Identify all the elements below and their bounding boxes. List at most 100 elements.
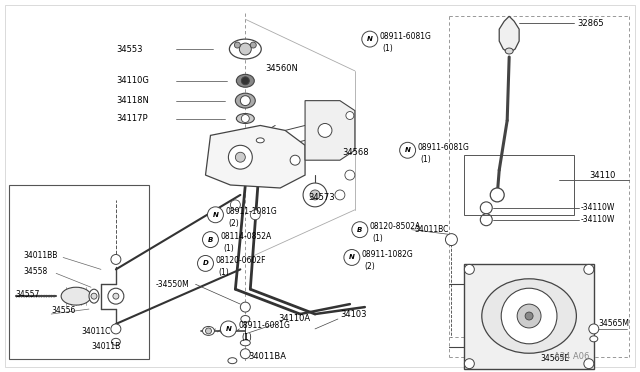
Circle shape xyxy=(113,293,119,299)
Text: A34 A06: A34 A06 xyxy=(554,352,589,361)
Circle shape xyxy=(465,264,474,274)
Text: 08911-1082G: 08911-1082G xyxy=(362,250,413,259)
Text: 34011BB: 34011BB xyxy=(23,251,58,260)
Circle shape xyxy=(517,304,541,328)
Text: (1): (1) xyxy=(223,244,234,253)
Circle shape xyxy=(480,214,492,226)
Text: (1): (1) xyxy=(372,234,383,243)
Text: 34553: 34553 xyxy=(116,45,142,54)
Text: 08911-6081G: 08911-6081G xyxy=(417,143,470,152)
Circle shape xyxy=(91,293,97,299)
Circle shape xyxy=(310,190,320,200)
Circle shape xyxy=(525,312,533,320)
Text: 34560N: 34560N xyxy=(265,64,298,73)
Circle shape xyxy=(362,31,378,47)
Text: 34565M: 34565M xyxy=(599,320,630,328)
Polygon shape xyxy=(305,101,355,160)
Circle shape xyxy=(480,202,492,214)
Text: 34118N: 34118N xyxy=(116,96,148,105)
Polygon shape xyxy=(205,125,305,188)
Text: 34011C: 34011C xyxy=(81,327,111,336)
Circle shape xyxy=(241,96,250,106)
Ellipse shape xyxy=(61,287,91,305)
Circle shape xyxy=(205,328,211,334)
Text: N: N xyxy=(404,147,410,153)
Text: (1): (1) xyxy=(218,268,229,277)
Text: 08911-6081G: 08911-6081G xyxy=(238,321,290,330)
Circle shape xyxy=(589,324,599,334)
Text: -34110W: -34110W xyxy=(581,203,615,212)
Circle shape xyxy=(399,142,415,158)
Text: N: N xyxy=(212,212,218,218)
Circle shape xyxy=(290,155,300,165)
Text: 34556: 34556 xyxy=(51,305,76,315)
Circle shape xyxy=(198,256,214,271)
Ellipse shape xyxy=(482,279,577,353)
Text: 08911-6081G: 08911-6081G xyxy=(380,32,431,41)
Text: 34568: 34568 xyxy=(342,148,369,157)
Circle shape xyxy=(318,124,332,137)
Circle shape xyxy=(250,42,256,48)
Circle shape xyxy=(220,321,236,337)
Circle shape xyxy=(345,170,355,180)
Text: (1): (1) xyxy=(383,44,394,52)
Polygon shape xyxy=(499,16,519,53)
Circle shape xyxy=(501,288,557,344)
Text: (1): (1) xyxy=(241,333,252,342)
Circle shape xyxy=(111,324,121,334)
Bar xyxy=(465,264,594,369)
Text: B: B xyxy=(357,227,362,232)
Text: 34011BC: 34011BC xyxy=(415,225,449,234)
Ellipse shape xyxy=(590,336,598,342)
Ellipse shape xyxy=(220,327,230,334)
Text: 34557: 34557 xyxy=(15,290,40,299)
Circle shape xyxy=(239,43,252,55)
Ellipse shape xyxy=(241,340,250,346)
Ellipse shape xyxy=(241,315,250,323)
Ellipse shape xyxy=(202,327,214,336)
Text: N: N xyxy=(225,326,231,332)
Text: (1): (1) xyxy=(420,155,431,164)
Circle shape xyxy=(230,200,241,210)
Text: 34558: 34558 xyxy=(23,267,47,276)
Circle shape xyxy=(445,234,458,246)
Circle shape xyxy=(111,254,121,264)
Text: 34110G: 34110G xyxy=(116,76,148,85)
Text: 08120-0602F: 08120-0602F xyxy=(216,256,266,265)
Circle shape xyxy=(241,115,250,122)
Circle shape xyxy=(465,359,474,369)
Ellipse shape xyxy=(228,358,237,364)
Text: 34011BA: 34011BA xyxy=(248,352,286,361)
Text: D: D xyxy=(203,260,209,266)
Bar xyxy=(10,185,148,359)
Circle shape xyxy=(202,232,218,247)
Ellipse shape xyxy=(256,138,264,143)
Circle shape xyxy=(250,210,260,220)
Text: 34573: 34573 xyxy=(308,193,335,202)
Text: 32865: 32865 xyxy=(577,19,604,28)
Text: N: N xyxy=(367,36,372,42)
Ellipse shape xyxy=(236,113,254,124)
Circle shape xyxy=(335,190,345,200)
Text: -34110W: -34110W xyxy=(581,215,615,224)
Bar xyxy=(465,155,574,215)
Circle shape xyxy=(234,42,241,48)
Circle shape xyxy=(344,250,360,265)
Text: 08120-8502A: 08120-8502A xyxy=(370,222,421,231)
Ellipse shape xyxy=(505,48,513,54)
Text: 34011B: 34011B xyxy=(91,342,120,351)
Text: 34110: 34110 xyxy=(589,171,615,180)
Circle shape xyxy=(346,112,354,119)
Ellipse shape xyxy=(236,93,255,108)
Circle shape xyxy=(490,188,504,202)
Text: 08911-1081G: 08911-1081G xyxy=(225,207,277,216)
Circle shape xyxy=(236,152,245,162)
Circle shape xyxy=(241,77,250,85)
Text: N: N xyxy=(349,254,355,260)
Text: 34110A: 34110A xyxy=(278,314,310,324)
Text: 34117P: 34117P xyxy=(116,114,147,123)
Ellipse shape xyxy=(229,39,261,59)
Circle shape xyxy=(207,207,223,223)
Circle shape xyxy=(228,145,252,169)
Ellipse shape xyxy=(89,289,99,303)
